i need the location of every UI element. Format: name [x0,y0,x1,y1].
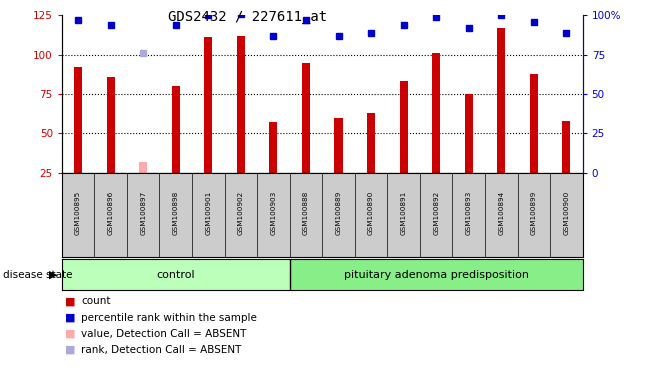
Text: percentile rank within the sample: percentile rank within the sample [81,313,257,323]
Text: GSM100888: GSM100888 [303,191,309,235]
Text: count: count [81,296,111,306]
Bar [562,121,570,173]
Bar [302,63,310,173]
Text: GSM100900: GSM100900 [563,191,570,235]
Bar [465,94,473,173]
Bar [172,86,180,173]
Text: ■: ■ [65,329,76,339]
Text: ■: ■ [65,313,76,323]
Bar [270,122,277,173]
Bar [107,77,115,173]
Text: disease state: disease state [3,270,73,280]
Text: ■: ■ [65,296,76,306]
Text: GSM100903: GSM100903 [270,191,277,235]
Text: pituitary adenoma predisposition: pituitary adenoma predisposition [344,270,529,280]
Bar [204,37,212,173]
Text: control: control [156,270,195,280]
Text: GSM100889: GSM100889 [335,191,342,235]
Text: GSM100893: GSM100893 [465,191,472,235]
Bar [432,53,440,173]
Text: ▶: ▶ [49,270,57,280]
Text: GSM100895: GSM100895 [75,191,81,235]
Text: GSM100901: GSM100901 [205,191,212,235]
Bar [497,28,505,173]
Bar [62,259,290,290]
Text: GDS2432 / 227611_at: GDS2432 / 227611_at [168,10,327,23]
Bar [290,259,583,290]
Text: rank, Detection Call = ABSENT: rank, Detection Call = ABSENT [81,345,242,355]
Bar [74,67,82,173]
Bar [530,74,538,173]
Text: GSM100890: GSM100890 [368,191,374,235]
Text: GSM100899: GSM100899 [531,191,537,235]
Text: GSM100902: GSM100902 [238,191,244,235]
Text: GSM100894: GSM100894 [498,191,505,235]
Text: GSM100898: GSM100898 [173,191,179,235]
Text: GSM100891: GSM100891 [400,191,407,235]
Bar [237,36,245,173]
Bar [139,162,147,173]
Text: GSM100896: GSM100896 [107,191,114,235]
Bar [367,113,375,173]
Text: GSM100892: GSM100892 [433,191,439,235]
Bar [400,81,408,173]
Bar [335,118,342,173]
Text: ■: ■ [65,345,76,355]
Text: value, Detection Call = ABSENT: value, Detection Call = ABSENT [81,329,247,339]
Text: GSM100897: GSM100897 [140,191,146,235]
